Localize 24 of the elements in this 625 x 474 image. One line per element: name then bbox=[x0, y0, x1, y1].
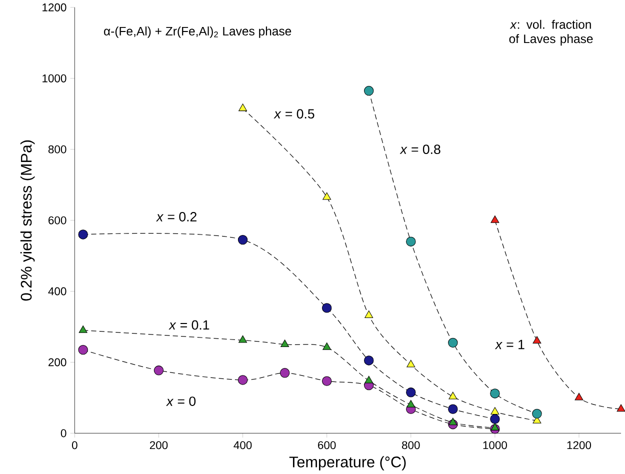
series-label: x = 0.5 bbox=[274, 109, 314, 119]
series-label: x = 1 bbox=[494, 340, 524, 350]
series-label: x = 0.2 bbox=[156, 212, 196, 222]
series-label: x = 0.8 bbox=[400, 144, 440, 154]
y-tick-label: 400 bbox=[48, 287, 66, 296]
annotation: α-(Fe,Al) + Zr(Fe,Al)$_{2}$ Laves phase bbox=[104, 26, 292, 38]
x-tick-label: 200 bbox=[150, 441, 168, 450]
x-axis-title: Temperature (°C) bbox=[289, 456, 406, 470]
y-tick-label: 1200 bbox=[42, 3, 66, 12]
x-tick-label: 1000 bbox=[483, 441, 507, 450]
x-tick-label: 400 bbox=[234, 441, 252, 450]
y-tick-label: 1000 bbox=[42, 74, 66, 82]
y-tick-label: 600 bbox=[48, 216, 66, 224]
annotation: x: vol. fraction of Laves phase bbox=[509, 20, 593, 46]
y-tick-label: 800 bbox=[48, 145, 66, 154]
series-label: x = 0 bbox=[166, 396, 196, 406]
y-axis-title: 0.2% yield stress (MPa) bbox=[20, 140, 35, 301]
x-tick-label: 800 bbox=[402, 441, 420, 450]
x-tick-label: 0 bbox=[72, 441, 78, 450]
y-tick-label: 0 bbox=[60, 429, 66, 438]
y-tick-label: 200 bbox=[48, 358, 66, 366]
x-tick-label: 1200 bbox=[567, 441, 592, 450]
x-tick-label: 600 bbox=[318, 441, 336, 450]
series-label: x = 0.1 bbox=[168, 320, 210, 330]
